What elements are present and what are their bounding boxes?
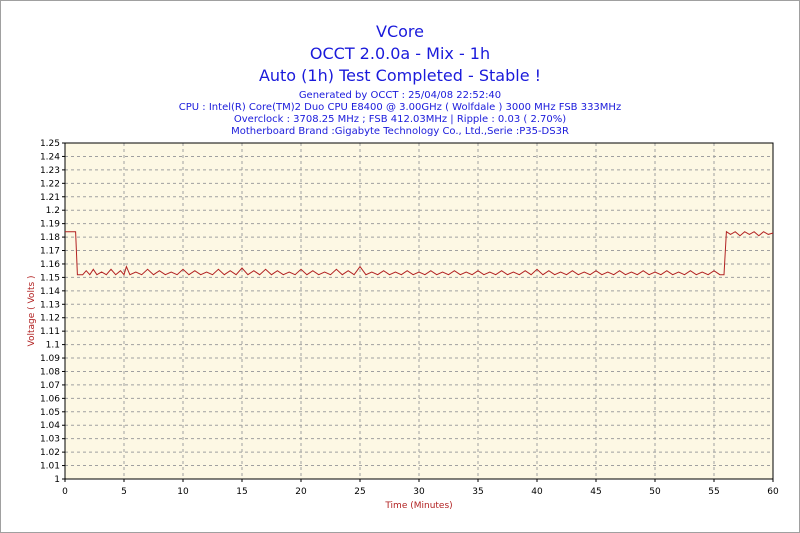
x-tick-label: 0 — [62, 487, 68, 497]
x-tick-label: 15 — [236, 487, 247, 497]
y-tick-label: 1.25 — [40, 139, 60, 149]
cpu-info: CPU : Intel(R) Core(TM)2 Duo CPU E8400 @… — [178, 102, 622, 113]
y-tick-label: 1 — [54, 475, 60, 485]
x-tick-label: 10 — [177, 487, 189, 497]
overclock-info: Overclock : 3708.25 MHz ; FSB 412.03MHz … — [233, 114, 567, 125]
y-tick-label: 1.22 — [40, 179, 60, 189]
y-axis-label: Voltage ( Volts ) — [27, 275, 37, 346]
x-tick-label: 50 — [649, 487, 661, 497]
y-tick-label: 1.12 — [40, 314, 60, 324]
y-tick-label: 1.13 — [40, 300, 60, 310]
x-tick-label: 30 — [413, 487, 425, 497]
y-tick-label: 1.19 — [40, 220, 60, 230]
test-name: OCCT 2.0.0a - Mix - 1h — [309, 44, 491, 63]
y-tick-label: 1.21 — [40, 193, 60, 203]
x-tick-label: 5 — [121, 487, 127, 497]
y-tick-label: 1.14 — [40, 287, 60, 297]
y-tick-label: 1.11 — [40, 327, 60, 337]
plot-border — [64, 142, 774, 480]
y-tick-label: 1.06 — [40, 394, 60, 404]
y-tick-label: 1.24 — [40, 152, 60, 162]
x-tick-label: 55 — [708, 487, 719, 497]
y-tick-label: 1.2 — [46, 206, 60, 216]
x-tick-label: 20 — [295, 487, 307, 497]
x-tick-label: 35 — [472, 487, 483, 497]
motherboard-info: Motherboard Brand :Gigabyte Technology C… — [231, 126, 569, 137]
x-tick-label: 60 — [767, 487, 779, 497]
y-tick-label: 1.08 — [40, 367, 60, 377]
y-tick-label: 1.07 — [40, 381, 60, 391]
y-tick-label: 1.01 — [40, 462, 60, 472]
x-tick-label: 40 — [531, 487, 543, 497]
y-tick-label: 1.04 — [40, 421, 60, 431]
y-tick-label: 1.05 — [40, 408, 60, 418]
test-status: Auto (1h) Test Completed - Stable ! — [258, 66, 542, 85]
generated-info: Generated by OCCT : 25/04/08 22:52:40 — [298, 90, 502, 101]
vcore-series-line — [65, 230, 774, 276]
x-tick-label: 25 — [354, 487, 365, 497]
y-tick-label: 1.15 — [40, 273, 60, 283]
y-tick-label: 1.02 — [40, 448, 60, 458]
y-tick-label: 1.18 — [40, 233, 60, 243]
y-tick-label: 1.03 — [40, 435, 60, 445]
y-tick-label: 1.09 — [40, 354, 60, 364]
chart-title: VCore — [376, 22, 424, 41]
y-tick-label: 1.23 — [40, 166, 60, 176]
x-axis-label: Time (Minutes) — [384, 501, 452, 511]
x-tick-label: 45 — [590, 487, 601, 497]
y-tick-label: 1.17 — [40, 247, 60, 257]
y-tick-label: 1.1 — [46, 341, 60, 351]
y-tick-label: 1.16 — [40, 260, 60, 270]
